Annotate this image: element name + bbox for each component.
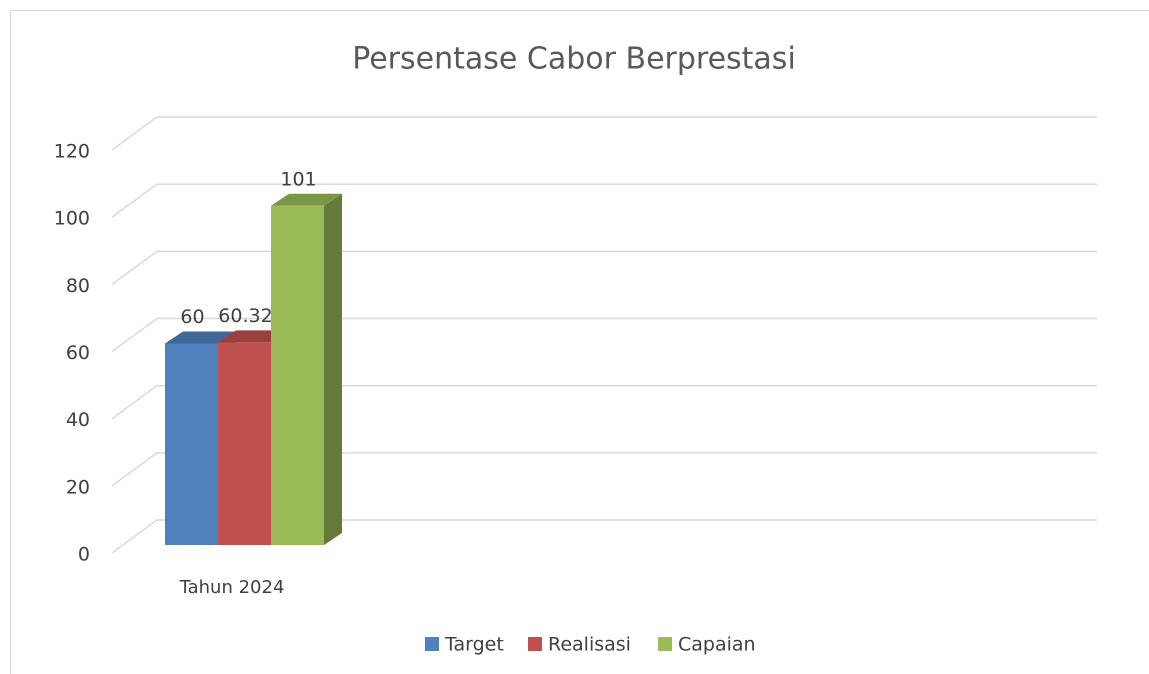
- y-tick-label: 40: [66, 409, 90, 431]
- bar: [165, 343, 218, 545]
- x-tick-label: Tahun 2024: [179, 577, 285, 598]
- y-tick-label: 100: [54, 208, 90, 230]
- data-label: 101: [280, 168, 316, 190]
- y-tick-label: 0: [78, 544, 90, 566]
- grid-line-side: [111, 385, 158, 420]
- grid-line-side: [111, 183, 158, 218]
- bar: [271, 205, 324, 545]
- chart-title: Persentase Cabor Berprestasi: [352, 42, 796, 77]
- y-tick-label: 80: [66, 275, 90, 297]
- legend-label: Realisasi: [548, 634, 631, 656]
- grid-line-side: [111, 452, 158, 487]
- data-label: 60.32: [218, 305, 272, 327]
- data-label: 60: [180, 306, 204, 328]
- bar-top: [165, 331, 236, 344]
- y-tick-label: 60: [66, 342, 90, 364]
- bar-side: [324, 193, 342, 545]
- grid-line-side: [111, 116, 158, 151]
- y-tick-label: 20: [66, 476, 90, 498]
- legend-swatch: [658, 637, 672, 651]
- legend-swatch: [425, 637, 439, 651]
- bar: [218, 342, 271, 545]
- grid-line-side: [111, 250, 158, 285]
- legend-label: Target: [444, 634, 504, 656]
- y-tick-label: 120: [54, 141, 90, 163]
- legend-label: Capaian: [678, 634, 756, 656]
- legend-swatch: [528, 637, 542, 651]
- grid-line-side: [111, 317, 158, 353]
- bar-top: [271, 193, 342, 206]
- grid-line-side: [111, 519, 158, 554]
